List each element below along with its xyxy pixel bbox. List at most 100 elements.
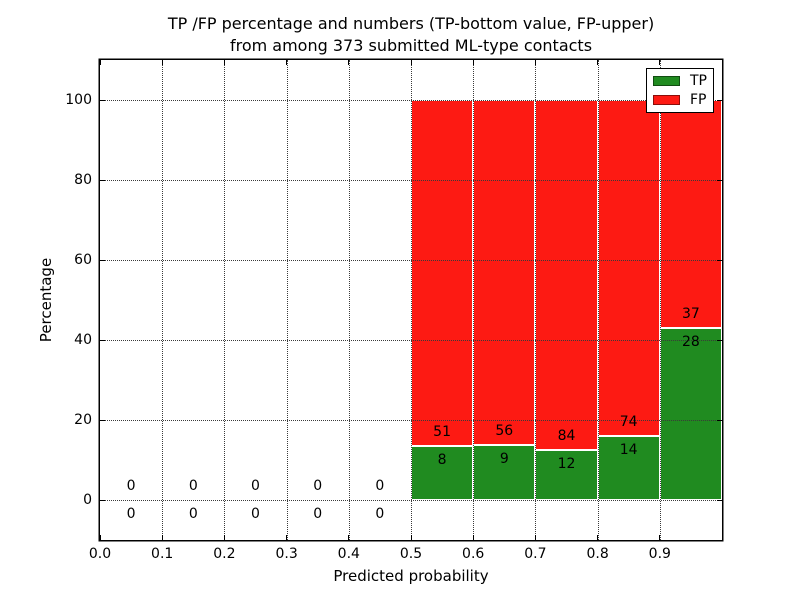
tp-count-label: 0: [375, 506, 385, 522]
x-tick-label: 0.0: [88, 546, 112, 562]
x-tick: [348, 535, 350, 540]
y-tick: [100, 179, 105, 181]
x-tick: [659, 60, 661, 65]
x-tick-label: 0.3: [275, 546, 298, 562]
tp-bar-segment: [473, 444, 536, 500]
x-gridline: [348, 60, 350, 540]
y-gridline: [100, 340, 722, 341]
y-gridline: [100, 260, 722, 261]
tp-count-label: 8: [437, 451, 447, 468]
tp-count-label: 28: [681, 333, 700, 350]
y-tick: [717, 99, 722, 101]
legend-tp-label: TP: [690, 73, 707, 90]
fp-count-label: 56: [495, 422, 514, 439]
x-tick: [659, 535, 661, 540]
x-gridline: [162, 60, 164, 540]
x-gridline: [473, 60, 475, 540]
tp-count-label: 12: [557, 456, 576, 472]
y-axis-label: Percentage: [37, 257, 55, 343]
legend: TP FP: [646, 68, 714, 113]
tp-count-label: 0: [126, 506, 136, 522]
tp-count-label: 14: [619, 442, 638, 459]
x-tick-label: 0.8: [586, 546, 609, 562]
y-tick: [100, 419, 105, 421]
tp-count-label: 0: [251, 506, 260, 522]
fp-count-label: 0: [313, 478, 323, 494]
chart-title: TP /FP percentage and numbers (TP-bottom…: [100, 13, 722, 57]
y-tick: [100, 259, 105, 261]
fp-count-label: 51: [433, 423, 452, 440]
x-axis-label: Predicted probability: [333, 567, 489, 585]
x-tick-label: 0.5: [399, 546, 423, 562]
fp-bar-segment: [473, 100, 536, 445]
x-tick: [223, 535, 225, 540]
legend-entry-fp: FP: [653, 93, 707, 107]
fp-bar-segment: [659, 100, 722, 328]
x-tick: [410, 60, 412, 65]
x-tick: [161, 535, 163, 540]
y-tick: [100, 339, 105, 341]
y-gridline: [100, 500, 722, 501]
x-gridline: [411, 60, 412, 540]
x-gridline: [659, 60, 661, 540]
fp-count-label: 0: [126, 478, 136, 494]
y-tick: [717, 339, 722, 341]
fp-count-label: 0: [188, 478, 198, 494]
x-tick-label: 0.4: [337, 546, 360, 562]
y-tick-label: 80: [74, 172, 92, 188]
x-tick: [99, 60, 101, 65]
x-gridline: [224, 60, 226, 540]
tp-count-label: 0: [188, 506, 198, 522]
x-tick-label: 0.7: [524, 546, 547, 562]
y-gridline: [100, 100, 722, 101]
y-tick: [717, 499, 722, 501]
x-tick-label: 0.6: [462, 546, 485, 562]
x-gridline: [535, 60, 537, 540]
legend-fp-label: FP: [690, 91, 707, 108]
fp-count-label: 37: [681, 305, 700, 322]
y-tick: [717, 259, 722, 261]
y-tick-label: 60: [74, 252, 92, 268]
x-tick: [534, 535, 536, 540]
chart-title-line-2: from among 373 submitted ML-type contact…: [229, 36, 593, 55]
tp-bar-segment: [411, 445, 474, 500]
y-tick-label: 0: [83, 492, 92, 508]
x-tick: [348, 60, 350, 65]
y-gridline: [100, 420, 722, 421]
y-tick-label: 20: [74, 412, 92, 428]
legend-tp-swatch-icon: [653, 76, 680, 87]
tp-count-label: 0: [313, 506, 323, 522]
x-tick: [597, 60, 599, 65]
x-tick: [597, 535, 599, 540]
y-tick-label: 100: [65, 92, 92, 108]
tp-bar-segment: [597, 436, 660, 500]
x-tick-label: 0.1: [151, 546, 174, 562]
y-tick: [100, 499, 105, 501]
x-tick: [99, 535, 101, 540]
legend-entry-tp: TP: [653, 74, 707, 88]
legend-fp-swatch-icon: [653, 94, 680, 105]
x-tick-label: 0.9: [648, 546, 671, 562]
y-tick-label: 40: [74, 332, 92, 348]
x-gridline: [597, 60, 599, 540]
y-tick: [717, 419, 722, 421]
y-gridline: [100, 180, 722, 181]
fp-bar-segment: [411, 100, 474, 446]
plot-area: 0 0 0 0 0 0 0 0 0 0 51 8 56 9 84 12 74 14 37 28: [99, 60, 722, 540]
tp-bar-segment: [659, 327, 722, 500]
chart-title-line-1: TP /FP percentage and numbers (TP-bottom…: [167, 14, 655, 33]
x-tick: [286, 60, 288, 65]
x-tick: [534, 60, 536, 65]
fp-count-label: 0: [375, 478, 385, 494]
fp-count-label: 84: [557, 428, 576, 444]
tp-count-label: 9: [499, 450, 509, 467]
x-tick: [410, 535, 412, 540]
x-tick-label: 0.2: [213, 546, 236, 562]
y-tick: [717, 179, 722, 181]
x-tick: [286, 535, 288, 540]
fp-count-label: 0: [251, 478, 260, 494]
fp-count-label: 74: [619, 414, 638, 431]
x-gridline: [286, 60, 288, 540]
x-tick: [223, 60, 225, 65]
